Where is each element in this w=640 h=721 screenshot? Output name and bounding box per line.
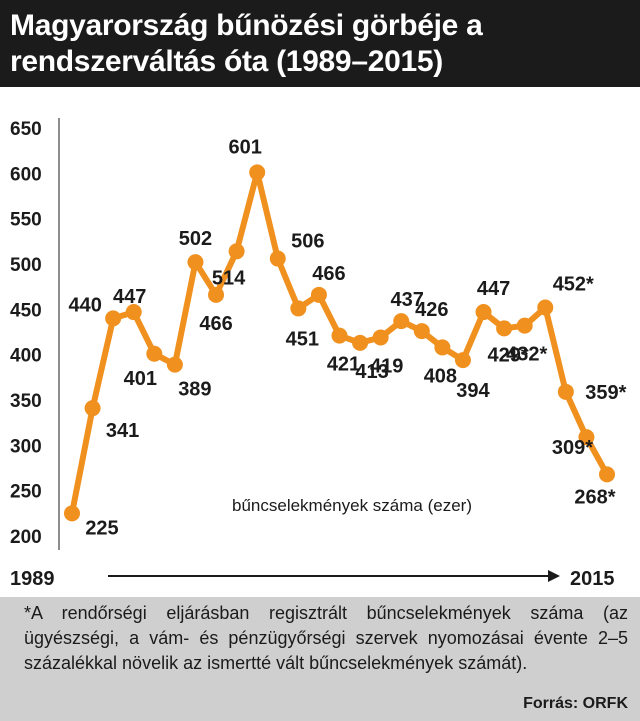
data-point xyxy=(269,250,286,267)
data-labels: 225 341 440 447 401 389 502 466 514 601 506 451 466 4… xyxy=(68,136,626,539)
y-tick-label: 300 xyxy=(10,436,42,457)
data-point xyxy=(331,327,348,344)
line-chart: 200 250 300 350 400 450 500 550 600 650 bűncselek… xyxy=(0,87,640,597)
x-axis-start-label: 1989 xyxy=(10,568,55,590)
data-label: 452* xyxy=(553,274,594,296)
data-point xyxy=(249,164,266,181)
data-point xyxy=(64,505,80,522)
data-point xyxy=(310,286,327,303)
y-tick-label: 550 xyxy=(10,210,42,231)
data-point xyxy=(578,429,595,446)
data-label: 451 xyxy=(286,328,319,350)
data-label: 601 xyxy=(229,136,262,158)
data-point xyxy=(125,304,142,321)
data-point xyxy=(372,329,389,346)
data-label: 466 xyxy=(199,313,232,335)
data-point xyxy=(166,356,183,373)
data-label: 268* xyxy=(574,486,615,508)
data-label: 447 xyxy=(113,286,146,308)
data-label: 421 xyxy=(327,354,360,376)
x-axis-end-label: 2015 xyxy=(570,568,615,590)
data-label: 437 xyxy=(391,289,424,311)
data-label: 440 xyxy=(68,294,101,316)
title-bar: Magyarország bűnözési görbéje a rendszer… xyxy=(0,0,640,87)
data-point xyxy=(393,313,410,330)
data-point xyxy=(84,400,101,417)
data-point xyxy=(290,300,307,317)
y-tick-label: 250 xyxy=(10,482,42,503)
y-tick-label: 200 xyxy=(10,527,42,548)
data-point xyxy=(557,383,574,400)
data-label: 408 xyxy=(424,365,457,387)
data-point xyxy=(537,299,554,316)
y-tick-label: 450 xyxy=(10,300,42,321)
source-credit: Forrás: ORFK xyxy=(523,695,628,712)
data-point xyxy=(454,352,471,369)
data-point xyxy=(105,310,122,327)
title-line-2: rendszerváltás óta (1989–2015) xyxy=(10,45,443,78)
data-label: 309* xyxy=(552,437,593,459)
chart-svg: 200 250 300 350 400 450 500 550 600 650 bűncselek… xyxy=(10,118,627,590)
data-point xyxy=(413,323,430,340)
footnote: *A rendőrségi eljárásban regisztrált bűn… xyxy=(0,597,640,721)
y-axis: 200 250 300 350 400 450 500 550 600 650 xyxy=(10,118,60,550)
data-point xyxy=(352,334,369,351)
y-tick-label: 650 xyxy=(10,119,42,140)
data-label: 466 xyxy=(312,263,345,285)
data-label: 426 xyxy=(415,299,448,321)
data-label: 514 xyxy=(212,267,246,289)
data-label: 506 xyxy=(291,231,324,253)
data-point xyxy=(516,317,533,334)
data-label: 502 xyxy=(179,228,212,250)
footnote-text: *A rendőrségi eljárásban regisztrált bűn… xyxy=(24,603,628,673)
data-label: 429* xyxy=(488,344,529,366)
data-label: 432* xyxy=(506,344,547,366)
data-label: 401 xyxy=(124,368,157,390)
data-point xyxy=(434,339,451,356)
data-label: 341 xyxy=(106,420,139,442)
data-label: 413 xyxy=(355,361,388,383)
y-axis-label: bűncselekmények száma (ezer) xyxy=(232,496,472,515)
data-point xyxy=(187,254,204,271)
data-label: 419 xyxy=(370,355,403,377)
title-line-1: Magyarország bűnözési görbéje a xyxy=(10,9,483,42)
y-tick-label: 350 xyxy=(10,391,42,412)
data-point xyxy=(228,243,245,260)
data-point xyxy=(599,466,615,483)
y-tick-label: 600 xyxy=(10,164,42,185)
data-label: 389 xyxy=(178,379,211,401)
data-point xyxy=(208,286,225,303)
y-tick-label: 500 xyxy=(10,255,42,276)
data-label: 359* xyxy=(585,382,626,404)
data-label: 225 xyxy=(85,517,118,539)
y-tick-label: 400 xyxy=(10,346,42,367)
time-arrow-head xyxy=(548,570,560,582)
data-points xyxy=(64,164,615,522)
data-point xyxy=(146,345,163,362)
data-label: 447 xyxy=(477,278,510,300)
data-label: 394 xyxy=(456,380,490,402)
data-point xyxy=(496,320,513,337)
data-point xyxy=(475,304,492,321)
